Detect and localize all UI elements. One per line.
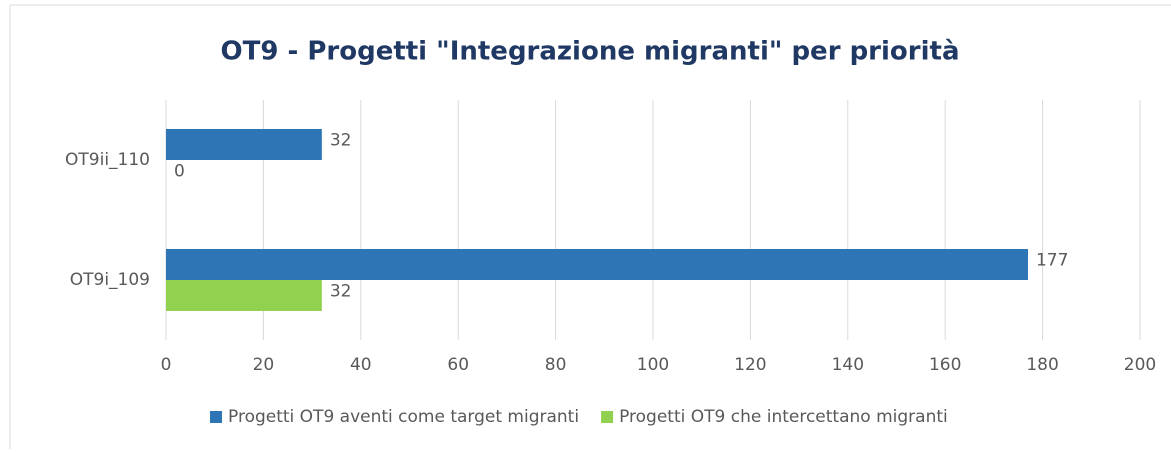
x-tick-label: 140 — [832, 355, 864, 375]
x-tick-label: 40 — [350, 355, 372, 375]
x-tick-label: 0 — [161, 355, 172, 375]
data-label: 177 — [1036, 251, 1068, 271]
bar — [166, 249, 1028, 280]
x-tick-label: 80 — [545, 355, 567, 375]
bar — [166, 129, 322, 160]
x-tick-label: 20 — [253, 355, 275, 375]
data-label: 0 — [174, 162, 185, 182]
y-tick-label: OT9i_109 — [70, 270, 150, 290]
y-tick-label: OT9ii_110 — [65, 150, 150, 170]
x-tick-label: 180 — [1026, 355, 1058, 375]
x-tick-label: 200 — [1124, 355, 1156, 375]
legend-swatch — [601, 411, 614, 423]
legend-label: Progetti OT9 aventi come target migranti — [228, 407, 579, 427]
legend-swatch — [210, 411, 222, 423]
data-label: 32 — [330, 131, 352, 151]
legend-label: Progetti OT9 che intercettano migranti — [619, 407, 948, 427]
x-tick-label: 120 — [734, 355, 766, 375]
bar — [166, 280, 322, 311]
chart-title: OT9 - Progetti "Integrazione migranti" p… — [221, 37, 960, 67]
x-tick-label: 160 — [929, 355, 961, 375]
x-tick-label: 100 — [637, 355, 669, 375]
x-tick-label: 60 — [447, 355, 469, 375]
data-label: 32 — [330, 282, 352, 302]
